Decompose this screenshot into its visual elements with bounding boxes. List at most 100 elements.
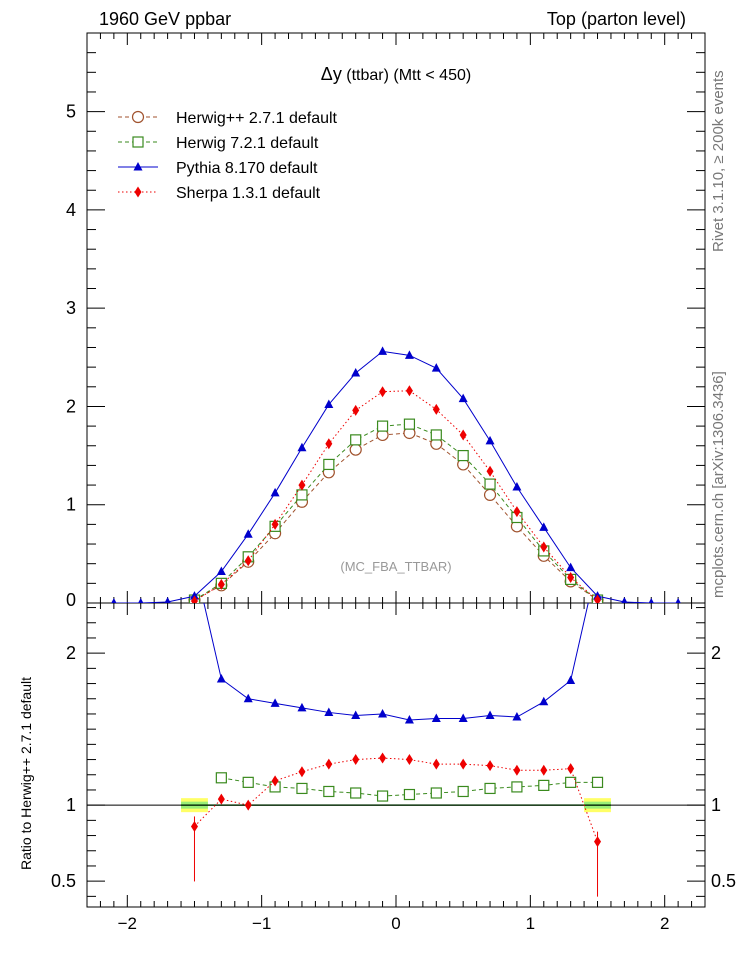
ratio-point-series-3 — [325, 758, 333, 770]
data-point-series-3 — [486, 465, 494, 477]
data-point-series-3 — [298, 479, 306, 491]
data-point-series-2 — [539, 522, 549, 531]
ratio-point-series-3 — [190, 820, 198, 832]
data-point-series-2 — [324, 399, 334, 408]
ratio-point-series-1 — [323, 785, 335, 798]
ratio-y-tick-label: 1 — [66, 795, 76, 815]
data-point-series-2 — [648, 598, 654, 603]
legend-marker-2 — [133, 162, 143, 171]
ratio-point-series-1 — [215, 772, 227, 784]
data-point-series-0 — [349, 443, 362, 456]
chart-title: Δy (ttbar) (Mtt < 450) — [321, 64, 471, 84]
data-point-series-3 — [567, 571, 575, 583]
ratio-point-series-3 — [567, 763, 575, 775]
series-line-2 — [113, 350, 679, 603]
ratio-y-axis-label: Ratio to Herwig++ 2.7.1 default — [18, 676, 34, 870]
ratio-point-series-1 — [430, 787, 442, 799]
data-point-series-2 — [621, 597, 628, 603]
data-point-series-1 — [430, 429, 442, 441]
ratio-point-series-3 — [405, 754, 413, 766]
data-point-series-1 — [296, 489, 308, 501]
legend-label-2: Pythia 8.170 default — [176, 160, 318, 177]
data-point-series-3 — [459, 429, 467, 441]
ratio-y-tick-label: 2 — [66, 643, 76, 663]
ratio-point-series-1 — [538, 779, 550, 792]
process-label: Top (parton level) — [546, 9, 686, 29]
legend-marker-3 — [134, 186, 142, 198]
data-point-series-3 — [540, 541, 548, 553]
mcplots-label: mcplots.cern.ch [arXiv:1306.3436] — [710, 371, 727, 598]
ratio-point-series-3 — [540, 764, 548, 776]
data-point-series-3 — [190, 595, 198, 603]
legend-marker-0 — [131, 110, 145, 124]
legend-label-3: Sherpa 1.3.1 default — [176, 185, 321, 202]
data-point-series-1 — [403, 418, 416, 430]
data-point-series-1 — [350, 434, 362, 446]
ratio-point-series-1 — [376, 790, 389, 802]
y-tick-label: 4 — [66, 200, 76, 220]
ratio-point-series-3 — [459, 758, 467, 770]
ratio-point-series-2 — [458, 713, 468, 723]
ratio-point-series-2 — [243, 693, 253, 703]
legend-label-1: Herwig 7.2.1 default — [176, 135, 319, 152]
rivet-label: Rivet 3.1.10, ≥ 200k events — [710, 70, 727, 252]
data-point-series-1 — [457, 449, 469, 462]
ratio-point-series-1 — [511, 781, 523, 793]
ratio-line-2 — [203, 603, 589, 721]
ratio-point-series-1 — [591, 776, 604, 788]
data-point-series-3 — [379, 386, 387, 398]
ratio-point-series-1 — [242, 776, 254, 788]
y-tick-label: 2 — [66, 396, 76, 416]
main-series-group — [111, 346, 681, 603]
data-point-series-2 — [458, 393, 468, 403]
ratio-point-series-2 — [566, 675, 576, 685]
y-tick-label-zero: 0 — [66, 590, 76, 610]
ratio-series-group — [87, 557, 705, 897]
legend-marker-1 — [132, 136, 144, 148]
series-line-1 — [194, 423, 598, 601]
x-tick-label: 2 — [660, 914, 669, 933]
ratio-point-series-3 — [271, 775, 279, 787]
data-point-series-3 — [352, 404, 360, 416]
data-point-series-3 — [432, 403, 440, 415]
x-tick-label: 1 — [526, 914, 535, 933]
data-point-series-2 — [164, 597, 171, 603]
data-point-series-2 — [512, 482, 522, 491]
data-point-series-3 — [217, 578, 225, 590]
data-point-series-2 — [297, 442, 307, 452]
ratio-y-tick-label: 0.5 — [51, 871, 76, 891]
data-point-series-2 — [243, 529, 253, 538]
ratio-point-series-3 — [513, 764, 521, 776]
y-tick-label: 3 — [66, 298, 76, 318]
data-point-series-3 — [513, 506, 521, 518]
data-point-series-2 — [431, 363, 441, 372]
data-point-series-2 — [566, 562, 576, 572]
ratio-point-series-3 — [217, 793, 225, 805]
ratio-point-series-2 — [485, 710, 495, 719]
ratio-point-series-1 — [484, 782, 496, 795]
data-point-series-2 — [270, 487, 280, 497]
ratio-point-series-3 — [594, 836, 602, 848]
y-tick-label: 1 — [66, 495, 76, 515]
ratio-point-series-1 — [296, 782, 308, 795]
data-point-series-2 — [378, 346, 388, 355]
ratio-point-series-2 — [351, 710, 361, 719]
ratio-point-series-3 — [298, 766, 306, 778]
ratio-point-series-3 — [244, 799, 252, 811]
ratio-point-series-1 — [457, 785, 469, 798]
ratio-point-series-2 — [593, 557, 602, 566]
x-tick-label: 0 — [391, 914, 400, 933]
data-point-series-2 — [189, 591, 199, 600]
data-point-series-1 — [376, 420, 389, 432]
ratio-point-series-3 — [432, 758, 440, 770]
ratio-point-series-2 — [216, 674, 226, 683]
data-point-series-2 — [351, 368, 361, 377]
ratio-point-series-3 — [486, 760, 494, 772]
ratio-point-series-2 — [270, 698, 280, 707]
ratio-point-series-2 — [297, 702, 307, 712]
x-tick-label: −2 — [118, 914, 137, 933]
data-point-series-0 — [483, 488, 497, 501]
data-point-series-3 — [594, 594, 602, 603]
ratio-point-series-2 — [512, 712, 522, 721]
